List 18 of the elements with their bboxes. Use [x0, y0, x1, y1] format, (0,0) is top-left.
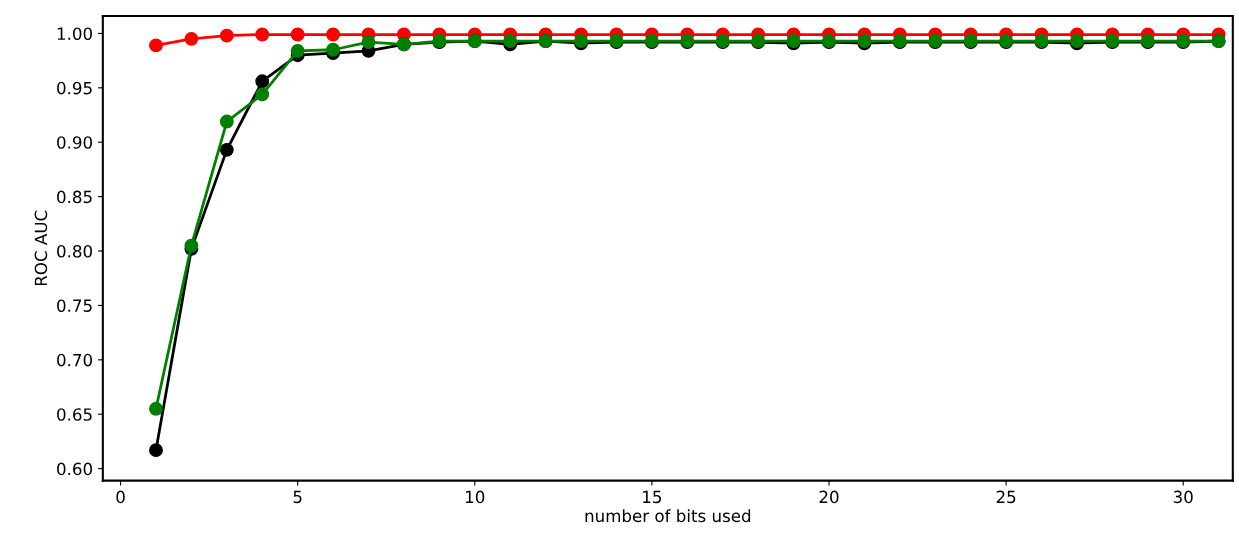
y-tick-label: 0.85 — [57, 190, 92, 204]
y-tick-label: 1.00 — [57, 27, 93, 40]
x-tick-label: 30 — [1173, 490, 1193, 504]
x-tick-label: 15 — [643, 490, 662, 504]
x-axis-title: number of bits used — [585, 509, 751, 523]
x-tick-label: 0 — [116, 490, 125, 504]
y-tick-label: 0.65 — [57, 408, 92, 421]
y-tick-label: 0.80 — [57, 244, 93, 258]
y-tick-label: 0.70 — [57, 353, 93, 367]
y-tick-label: 0.90 — [57, 136, 93, 149]
x-tick-label: 25 — [996, 490, 1016, 504]
x-tick-label: 5 — [293, 490, 302, 504]
y-tick-label: 0.75 — [57, 299, 92, 312]
x-tick-label: 20 — [819, 490, 839, 504]
x-tick-label: 10 — [466, 490, 485, 504]
y-axis-title: ROC AUC — [34, 210, 48, 286]
y-tick-label: 0.60 — [57, 462, 93, 476]
y-tick-label: 0.95 — [57, 81, 92, 95]
